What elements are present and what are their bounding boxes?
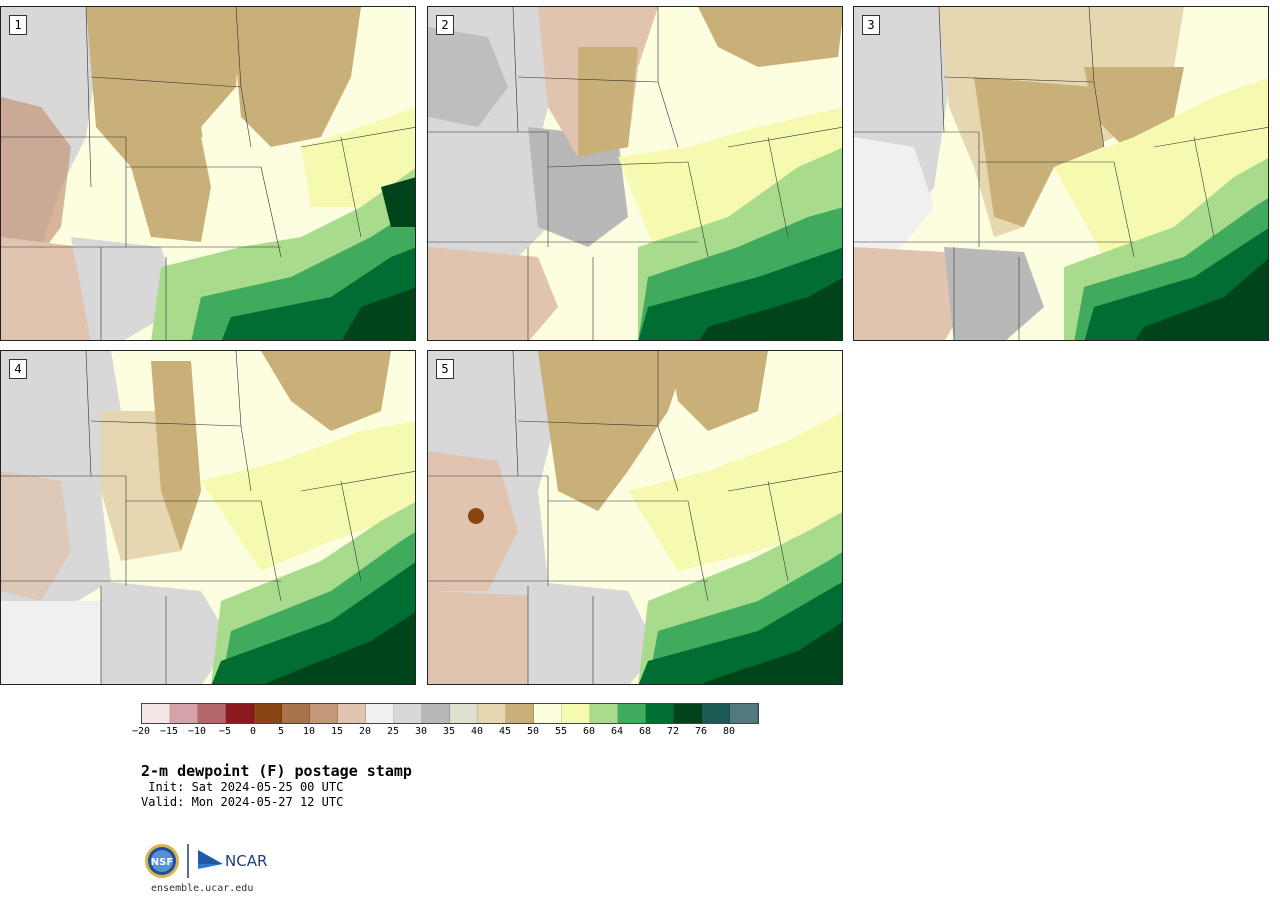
map-panel-5: 5 bbox=[427, 350, 843, 685]
colorbar-ticks: −20 −15 −10 −5 0 5 10 15 20 25 30 35 40 45 50 55 60 64 68 7… bbox=[132, 726, 761, 740]
panel-number: 1 bbox=[9, 15, 27, 35]
colorbar-swatch bbox=[646, 704, 674, 723]
panel-number: 4 bbox=[9, 359, 27, 379]
nsf-logo: NSF bbox=[145, 844, 179, 878]
colorbar-swatch bbox=[226, 704, 254, 723]
nsf-logo-text: NSF bbox=[151, 857, 173, 868]
colorbar-swatch bbox=[310, 704, 338, 723]
dewpoint-map bbox=[1, 351, 415, 684]
colorbar-swatch bbox=[450, 704, 478, 723]
panel-number: 5 bbox=[436, 359, 454, 379]
dewpoint-map bbox=[428, 351, 842, 684]
colorbar-tick-label: 0 bbox=[249, 726, 257, 737]
colorbar-tick-label: −10 bbox=[187, 726, 207, 737]
dewpoint-map bbox=[1, 7, 415, 340]
colorbar-tick-label: −15 bbox=[159, 726, 179, 737]
colorbar-tick-label: 50 bbox=[526, 726, 540, 737]
colorbar-tick-label: 55 bbox=[554, 726, 568, 737]
dewpoint-map bbox=[854, 7, 1268, 340]
dewpoint-map bbox=[428, 7, 842, 340]
colorbar-swatch bbox=[562, 704, 590, 723]
colorbar-tick-label: 72 bbox=[666, 726, 680, 737]
colorbar-swatch bbox=[506, 704, 534, 723]
map-panel-2: 2 bbox=[427, 6, 843, 341]
colorbar-swatch bbox=[674, 704, 702, 723]
site-url: ensemble.ucar.edu bbox=[151, 883, 254, 894]
colorbar-swatch bbox=[170, 704, 198, 723]
colorbar-swatch bbox=[478, 704, 506, 723]
map-panel-4: 4 bbox=[0, 350, 416, 685]
colorbar-tick-label: 45 bbox=[498, 726, 512, 737]
colorbar-tick-label: 76 bbox=[694, 726, 708, 737]
colorbar-tick-label: 10 bbox=[302, 726, 316, 737]
panel-number: 3 bbox=[862, 15, 880, 35]
colorbar-swatch bbox=[702, 704, 730, 723]
colorbar-tick-label: 60 bbox=[582, 726, 596, 737]
colorbar-tick-label: 30 bbox=[414, 726, 428, 737]
ncar-logo: NCAR bbox=[198, 850, 267, 870]
colorbar-tick-label: 25 bbox=[386, 726, 400, 737]
map-panel-1: 1 bbox=[0, 6, 416, 341]
colorbar-tick-label: 40 bbox=[470, 726, 484, 737]
colorbar-swatch bbox=[254, 704, 282, 723]
colorbar-swatch bbox=[338, 704, 366, 723]
colorbar-tick-label: −5 bbox=[218, 726, 232, 737]
plot-title: 2-m dewpoint (F) postage stamp bbox=[141, 762, 412, 780]
colorbar-tick-label: 5 bbox=[277, 726, 285, 737]
colorbar-tick-label: 68 bbox=[638, 726, 652, 737]
valid-time: Valid: Mon 2024-05-27 12 UTC bbox=[141, 795, 344, 809]
colorbar-swatch bbox=[394, 704, 422, 723]
colorbar-tick-label: 80 bbox=[722, 726, 736, 737]
colorbar-swatch bbox=[142, 704, 170, 723]
colorbar-tick-label: 35 bbox=[442, 726, 456, 737]
colorbar bbox=[141, 703, 759, 724]
map-panel-3: 3 bbox=[853, 6, 1269, 341]
colorbar-tick-label: 20 bbox=[358, 726, 372, 737]
ncar-logo-text: NCAR bbox=[225, 852, 267, 870]
colorbar-tick-label: 15 bbox=[330, 726, 344, 737]
logos: NSF NCAR bbox=[143, 842, 283, 882]
colorbar-swatch bbox=[198, 704, 226, 723]
panel-number: 2 bbox=[436, 15, 454, 35]
colorbar-swatch bbox=[282, 704, 310, 723]
colorbar-swatch bbox=[730, 704, 758, 723]
colorbar-swatch bbox=[534, 704, 562, 723]
colorbar-swatch bbox=[590, 704, 618, 723]
init-time: Init: Sat 2024-05-25 00 UTC bbox=[141, 780, 344, 794]
colorbar-swatch bbox=[422, 704, 450, 723]
colorbar-tick-label: −20 bbox=[131, 726, 151, 737]
colorbar-tick-label: 64 bbox=[610, 726, 624, 737]
colorbar-swatch bbox=[618, 704, 646, 723]
colorbar-swatch bbox=[366, 704, 394, 723]
